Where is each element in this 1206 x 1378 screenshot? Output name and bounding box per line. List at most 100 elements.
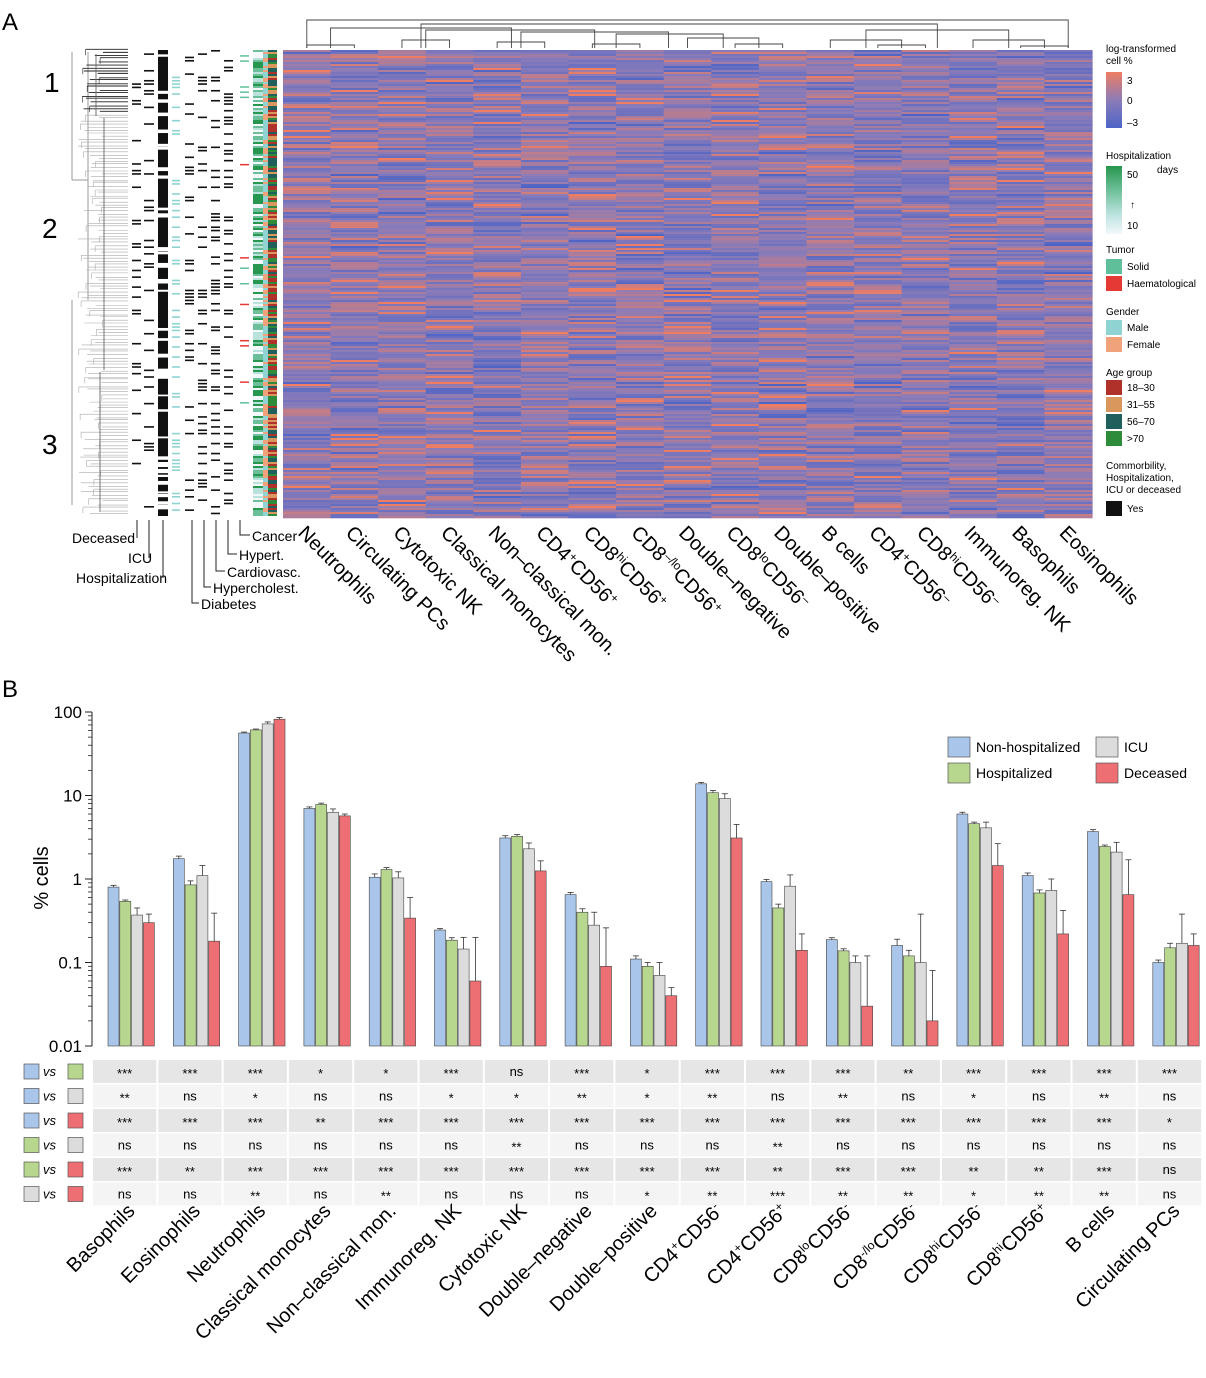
heatmap-cell xyxy=(378,266,427,269)
annotation-hospdays xyxy=(253,450,263,452)
heatmap-cell xyxy=(711,212,760,215)
heatmap-cell xyxy=(520,470,570,473)
heatmap-cell xyxy=(473,350,522,353)
heatmap-cell xyxy=(616,358,665,361)
heatmap-cell xyxy=(616,226,665,229)
heatmap-cell xyxy=(806,314,855,317)
heatmap-cell xyxy=(330,480,379,483)
heatmap-cell xyxy=(854,468,903,471)
heatmap-cell xyxy=(758,194,808,197)
heatmap-cell xyxy=(758,204,808,207)
heatmap-cell xyxy=(901,466,950,469)
annotation-hospdays xyxy=(253,400,263,402)
annotation-hospdays xyxy=(253,340,263,342)
annotation-hospdays xyxy=(253,494,263,496)
heatmap-cell xyxy=(520,80,570,83)
heatmap-cell xyxy=(330,366,379,369)
annotation-gender xyxy=(263,240,268,242)
annotation-gender xyxy=(263,250,268,252)
heatmap-cell xyxy=(520,310,570,313)
annotation-gap xyxy=(158,504,168,510)
heatmap-cell xyxy=(568,322,617,325)
annotation-mark xyxy=(211,289,220,292)
heatmap-cell xyxy=(616,300,665,303)
heatmap-cell xyxy=(425,454,474,457)
heatmap-cell xyxy=(854,268,903,271)
heatmap-cell xyxy=(425,178,474,181)
heatmap xyxy=(283,50,1093,519)
annotation-hospdays xyxy=(253,90,263,92)
heatmap-cell xyxy=(711,172,760,175)
heatmap-cell xyxy=(949,348,998,351)
heatmap-cell xyxy=(901,88,950,91)
heatmap-cell xyxy=(425,228,474,231)
heatmap-cell xyxy=(520,86,570,89)
heatmap-cell xyxy=(996,156,1046,159)
heatmap-cell xyxy=(996,318,1046,321)
heatmap-cell xyxy=(711,420,760,423)
heatmap-cell xyxy=(901,434,950,437)
heatmap-cell xyxy=(901,464,950,467)
heatmap-cell xyxy=(330,130,379,133)
heatmap-cell xyxy=(806,394,855,397)
heatmap-cell xyxy=(711,258,760,261)
heatmap-cell xyxy=(473,358,522,361)
heatmap-cell xyxy=(330,426,379,429)
heatmap-cell xyxy=(520,64,570,67)
heatmap-cell xyxy=(616,486,665,489)
heatmap-cell xyxy=(473,210,522,213)
heatmap-cell xyxy=(758,176,808,179)
heatmap-cell xyxy=(616,460,665,463)
heatmap-cell xyxy=(901,66,950,69)
heatmap-cell xyxy=(901,142,950,145)
heatmap-cell xyxy=(473,340,522,343)
heatmap-cell xyxy=(949,242,998,245)
heatmap-cell xyxy=(711,208,760,211)
heatmap-cell xyxy=(616,140,665,143)
annotation-hospdays xyxy=(253,126,263,128)
heatmap-cell xyxy=(473,434,522,437)
heatmap-cell xyxy=(663,212,712,215)
annotation-gender xyxy=(263,454,268,456)
heatmap-cell xyxy=(378,362,427,365)
heatmap-cell xyxy=(663,300,712,303)
annotation-age xyxy=(268,460,277,462)
heatmap-cell xyxy=(758,446,808,449)
heatmap-cell xyxy=(568,300,617,303)
heatmap-cell xyxy=(520,106,570,109)
heatmap-cell xyxy=(901,266,950,269)
heatmap-cell xyxy=(949,466,998,469)
annotation-gender xyxy=(263,224,268,226)
heatmap-cell xyxy=(425,76,474,79)
heatmap-cell xyxy=(663,404,712,407)
heatmap-cell xyxy=(520,96,570,99)
annotation-mark xyxy=(132,269,141,272)
heatmap-cell xyxy=(330,352,379,355)
heatmap-cell xyxy=(854,276,903,279)
heatmap-cell xyxy=(854,240,903,243)
annotation-hospdays xyxy=(253,460,263,462)
heatmap-cell xyxy=(663,474,712,477)
heatmap-cell xyxy=(663,386,712,389)
heatmap-cell xyxy=(806,506,855,509)
annotation-mark xyxy=(172,193,180,195)
annotation-hospdays xyxy=(253,388,263,390)
heatmap-cell xyxy=(711,142,760,145)
heatmap-cell xyxy=(901,298,950,301)
annotation-age xyxy=(268,372,277,374)
heatmap-cell xyxy=(283,144,332,147)
heatmap-cell xyxy=(283,468,332,471)
heatmap-cell xyxy=(473,186,522,189)
heatmap-cell xyxy=(330,206,379,209)
annotation-mark xyxy=(211,402,220,405)
annotation-age xyxy=(268,320,277,322)
heatmap-cell xyxy=(711,492,760,495)
heatmap-cell xyxy=(283,172,332,175)
annotation-gender xyxy=(263,88,268,90)
heatmap-cell xyxy=(854,288,903,291)
heatmap-cell xyxy=(758,66,808,69)
heatmap-cell xyxy=(330,164,379,167)
heatmap-cell xyxy=(616,70,665,73)
heatmap-cell xyxy=(854,264,903,267)
heatmap-cell xyxy=(663,242,712,245)
